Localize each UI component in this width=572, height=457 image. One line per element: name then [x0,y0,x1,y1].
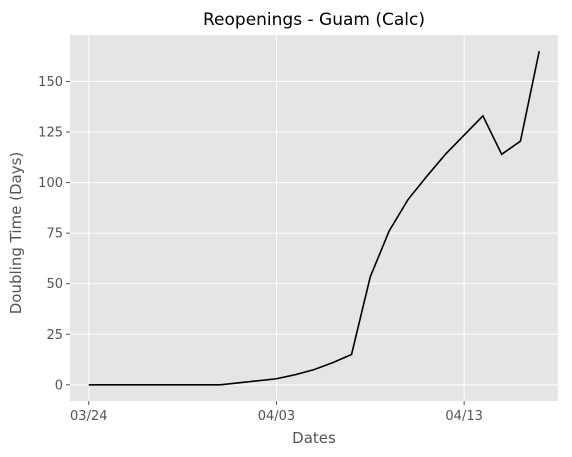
plot-area [70,35,558,401]
y-axis: 0 25 50 75 100 125 150 [38,75,70,393]
x-tick-label: 03/24 [70,409,107,424]
x-tick-label: 04/13 [445,409,482,424]
y-axis-label: Doubling Time (Days) [7,152,25,315]
y-tick-label: 125 [38,126,63,141]
chart-title: Reopenings - Guam (Calc) [203,10,425,30]
y-tick-label: 100 [38,176,63,191]
y-tick-label: 0 [55,378,63,393]
y-tick-label: 25 [46,328,63,343]
y-tick-label: 150 [38,75,63,90]
x-axis-label: Dates [292,429,336,447]
x-tick-label: 04/03 [258,409,295,424]
y-tick-label: 75 [46,227,63,242]
x-axis: 03/24 04/03 04/13 [70,401,483,424]
y-tick-label: 50 [46,277,63,292]
